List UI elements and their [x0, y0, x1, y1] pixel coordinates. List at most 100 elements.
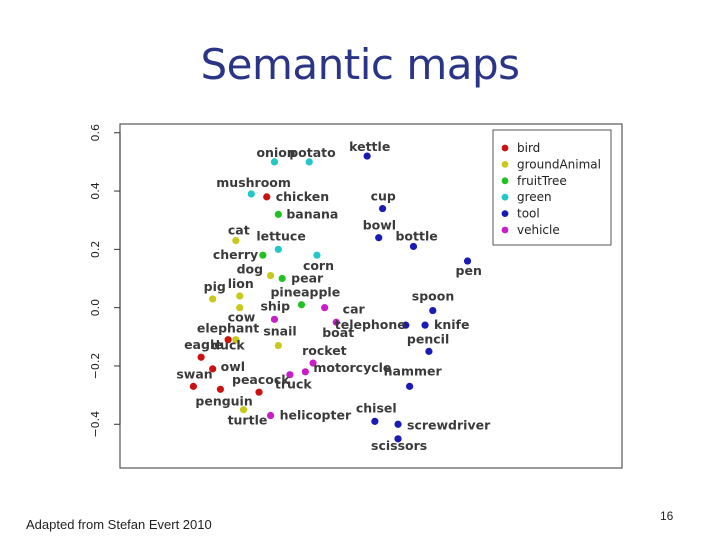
point-potato	[305, 158, 313, 166]
legend-swatch-green	[501, 193, 509, 201]
legend-label-tool: tool	[517, 207, 540, 221]
point-label-snail: snail	[263, 324, 296, 339]
point-car	[321, 304, 329, 312]
point-label-bowl: bowl	[363, 218, 396, 233]
point-label-car: car	[343, 302, 366, 317]
point-helicopter	[267, 411, 275, 420]
point-telephone	[402, 321, 410, 329]
point-cherry	[259, 251, 267, 259]
point-label-ship: ship	[260, 298, 290, 313]
point-owl	[209, 365, 217, 373]
point-label-motorcycle: motorcycle	[313, 360, 391, 375]
y-axis: −0.4 −0.2 0.0 0.2 0.4 0.6	[89, 124, 121, 438]
y-tick-label: 0.4	[89, 182, 102, 200]
point-label-lettuce: lettuce	[256, 228, 306, 243]
point-swan	[189, 382, 197, 390]
point-pear	[278, 274, 286, 283]
point-label-duck: duck	[211, 338, 245, 353]
point-label-chicken: chicken	[276, 189, 329, 204]
source-credit: Adapted from Stefan Evert 2010	[26, 517, 212, 532]
point-turtle	[239, 406, 248, 414]
point-peacock	[255, 388, 263, 396]
point-label-swan: swan	[176, 366, 212, 381]
page-number: 16	[660, 509, 674, 523]
point-cow	[236, 304, 244, 312]
legend-label-green: green	[517, 190, 552, 204]
point-label-kettle: kettle	[349, 139, 390, 154]
point-label-telephone: telephone	[335, 317, 406, 332]
point-label-cow: cow	[228, 310, 256, 325]
point-pencil	[425, 347, 433, 355]
point-lettuce	[274, 245, 282, 253]
point-snail	[274, 341, 282, 350]
y-tick-label: −0.2	[89, 353, 102, 380]
point-penguin	[216, 385, 224, 393]
point-motorcycle	[301, 368, 309, 376]
point-pig	[209, 295, 217, 303]
point-mushroom	[247, 190, 255, 198]
point-truck	[286, 371, 294, 379]
point-label-corn: corn	[303, 258, 334, 273]
legend-swatch-vehicle	[501, 226, 509, 234]
point-label-boat: boat	[322, 325, 354, 340]
point-label-banana: banana	[286, 206, 338, 221]
point-corn	[313, 251, 321, 259]
y-tick-label: −0.4	[89, 411, 102, 438]
legend-label-groundAnimal: groundAnimal	[517, 157, 601, 171]
point-label-spoon: spoon	[412, 289, 454, 304]
point-label-eagle: eagle	[184, 337, 223, 352]
point-label-owl: owl	[221, 359, 245, 374]
legend-swatch-tool	[501, 210, 509, 218]
legend-swatch-fruitTree	[501, 177, 509, 185]
point-label-mushroom: mushroom	[216, 175, 291, 190]
point-label-rocket: rocket	[302, 343, 347, 358]
point-elephant	[232, 336, 240, 344]
point-boat	[332, 318, 340, 326]
legend: bird groundAnimal fruitTree green tool vehicl…	[492, 129, 612, 246]
y-tick-label: 0.6	[89, 124, 102, 142]
point-screwdriver	[394, 420, 402, 428]
point-onion	[270, 158, 279, 166]
point-label-chisel: chisel	[356, 400, 397, 415]
point-bottle	[409, 242, 418, 251]
point-label-cup: cup	[371, 189, 396, 204]
point-label-pencil: pencil	[407, 331, 449, 346]
legend-swatch-groundAnimal	[501, 161, 509, 168]
point-label-dog: dog	[237, 262, 263, 277]
point-label-scissors: scissors	[371, 438, 427, 453]
point-chisel	[371, 417, 379, 425]
point-label-onion: onion	[256, 145, 295, 160]
point-label-pear: pear	[291, 271, 324, 286]
point-label-pig: pig	[204, 279, 226, 294]
point-label-bottle: bottle	[395, 228, 437, 243]
point-lion	[236, 292, 244, 300]
point-label-turtle: turtle	[228, 413, 268, 428]
point-label-helicopter: helicopter	[280, 408, 352, 423]
point-spoon	[429, 306, 437, 315]
point-knife	[421, 321, 429, 329]
point-dog	[267, 271, 275, 280]
y-tick-label: 0.0	[89, 299, 102, 317]
point-scissors	[394, 435, 402, 443]
point-eagle	[197, 353, 205, 361]
point-chicken	[263, 193, 271, 201]
legend-label-vehicle: vehicle	[517, 223, 560, 237]
point-label-elephant: elephant	[197, 321, 259, 336]
point-label-knife: knife	[434, 317, 469, 332]
data-points	[189, 152, 472, 443]
point-kettle	[363, 152, 371, 160]
legend-swatch-bird	[501, 144, 509, 152]
point-rocket	[309, 359, 317, 367]
point-label-lion: lion	[228, 276, 254, 291]
point-label-peacock: peacock	[232, 372, 290, 387]
y-tick-label: 0.2	[89, 241, 102, 259]
legend-label-bird: bird	[517, 141, 540, 155]
point-label-pen: pen	[456, 263, 482, 278]
point-duck	[224, 336, 232, 344]
legend-label-fruitTree: fruitTree	[517, 174, 567, 188]
point-banana	[274, 210, 282, 218]
slide-title: Semantic maps	[200, 40, 520, 89]
point-label-truck: truck	[275, 377, 312, 392]
